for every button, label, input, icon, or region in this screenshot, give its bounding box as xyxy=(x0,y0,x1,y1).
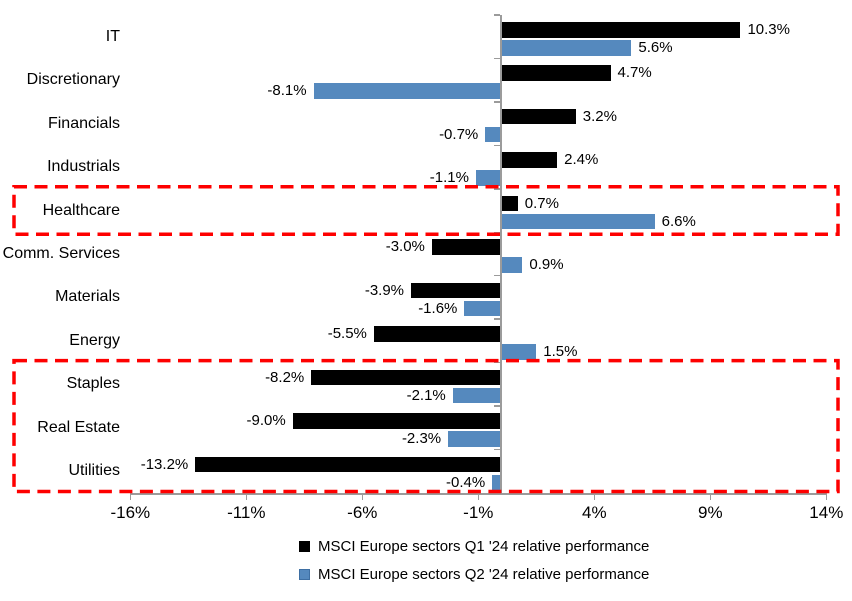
x-tick-label: 4% xyxy=(582,503,607,522)
category-label: Materials xyxy=(55,288,120,306)
category-label: Utilities xyxy=(68,462,120,480)
value-label: 0.9% xyxy=(529,256,564,274)
category-label: Discretionary xyxy=(26,71,120,89)
value-label: -1.6% xyxy=(418,299,458,317)
x-axis-tick xyxy=(593,493,596,500)
q2-bar xyxy=(485,126,502,143)
category-label: Financials xyxy=(47,114,120,132)
value-label: -2.1% xyxy=(406,386,446,404)
q2-series-swatch-icon xyxy=(299,568,310,580)
x-tick-label: -6% xyxy=(347,503,378,522)
x-axis-tick xyxy=(245,493,248,500)
value-label: 4.7% xyxy=(617,64,652,82)
value-label: -3.9% xyxy=(364,281,405,299)
value-label: -8.1% xyxy=(267,82,307,100)
value-label: -0.7% xyxy=(439,125,479,143)
q1-bar xyxy=(501,195,518,212)
value-label: 0.7% xyxy=(524,194,559,212)
q1-bar xyxy=(501,108,576,125)
value-label: -9.0% xyxy=(246,412,286,430)
category-tick xyxy=(494,144,500,147)
q2-bar xyxy=(448,431,502,447)
x-tick-label: 9% xyxy=(698,503,723,522)
q2-bar xyxy=(501,257,523,273)
category-label: Energy xyxy=(69,331,120,349)
q1-series-swatch-icon xyxy=(299,540,310,552)
x-tick-label: 14% xyxy=(809,503,844,522)
x-tick-label: -1% xyxy=(463,503,494,522)
q2-bar xyxy=(313,83,502,99)
value-label: -5.5% xyxy=(327,325,367,343)
legend-item-q2: MSCI Europe sectors Q2 '24 relative perf… xyxy=(299,563,649,585)
q2-bar xyxy=(501,213,655,230)
category-tick xyxy=(494,231,500,234)
value-label: 6.6% xyxy=(661,212,696,230)
x-axis-tick xyxy=(129,493,132,500)
category-label: IT xyxy=(105,27,120,45)
q1-bar xyxy=(501,65,611,81)
category-tick xyxy=(494,318,500,320)
x-tick-label: -16% xyxy=(110,503,151,522)
category-label: Staples xyxy=(66,375,120,393)
value-label: 3.2% xyxy=(582,107,617,125)
q2-bar xyxy=(501,344,537,360)
legend: MSCI Europe sectors Q1 '24 relative perf… xyxy=(299,535,649,591)
value-label: 1.5% xyxy=(543,343,578,361)
q1-bar xyxy=(501,152,558,168)
category-tick xyxy=(494,448,500,451)
value-label: 10.3% xyxy=(747,21,790,38)
q1-bar xyxy=(195,456,502,473)
category-tick xyxy=(494,14,500,16)
category-tick xyxy=(494,57,500,60)
legend-item-q1: MSCI Europe sectors Q1 '24 relative perf… xyxy=(299,535,649,557)
q2-bar xyxy=(501,40,632,56)
value-label: -2.3% xyxy=(401,430,442,448)
value-label: -8.2% xyxy=(265,368,305,386)
category-label: Real Estate xyxy=(37,418,120,436)
q1-series-label: MSCI Europe sectors Q1 '24 relative perf… xyxy=(318,537,650,555)
category-label: Comm. Services xyxy=(2,245,120,262)
q2-bar xyxy=(452,387,502,404)
value-label: -0.4% xyxy=(446,473,486,491)
q1-bar xyxy=(411,282,502,299)
q2-bar xyxy=(475,170,502,186)
q1-bar xyxy=(311,369,502,386)
q1-bar xyxy=(292,413,502,429)
q2-series-label: MSCI Europe sectors Q2 '24 relative perf… xyxy=(318,565,650,583)
value-label: 2.4% xyxy=(564,151,599,169)
category-tick xyxy=(494,188,500,190)
x-axis-tick xyxy=(361,493,364,500)
value-label: -1.1% xyxy=(429,169,469,187)
value-label: -13.2% xyxy=(140,455,189,473)
category-label: Healthcare xyxy=(42,201,120,219)
x-axis-tick xyxy=(477,493,480,500)
q1-bar xyxy=(501,22,741,38)
category-tick xyxy=(494,101,500,103)
category-label: Industrials xyxy=(47,158,120,176)
x-axis-tick xyxy=(709,493,712,500)
x-tick-label: -11% xyxy=(227,503,266,522)
q2-bar xyxy=(464,300,502,317)
value-label: -3.0% xyxy=(385,238,425,256)
y-axis-line xyxy=(500,15,502,493)
category-tick xyxy=(494,405,500,407)
category-tick xyxy=(494,361,500,364)
q1-bar xyxy=(373,326,502,342)
q1-bar xyxy=(431,239,502,255)
category-tick xyxy=(494,274,500,277)
x-axis-tick xyxy=(825,493,828,500)
value-label: 5.6% xyxy=(638,39,673,56)
